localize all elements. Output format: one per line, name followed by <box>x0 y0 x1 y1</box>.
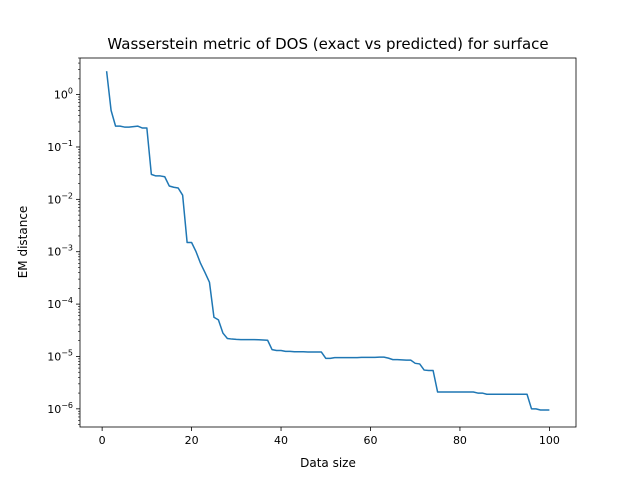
y-tick-exponent: −2 <box>61 191 73 200</box>
y-tick-base: 10 <box>47 246 61 259</box>
y-tick-label: 10−4 <box>47 296 73 311</box>
y-tick-label: 10−6 <box>47 401 73 416</box>
axes-frame <box>79 57 577 428</box>
plot-area <box>105 71 550 411</box>
y-tick-exponent: −5 <box>61 348 73 357</box>
y-tick-exponent: −6 <box>61 401 73 410</box>
x-axis-ticks: 0 20 40 60 80 100 <box>99 427 560 447</box>
y-tick-label: 100 <box>54 87 73 102</box>
x-tick-label: 100 <box>539 434 560 447</box>
y-tick-label: 10−2 <box>47 191 73 206</box>
y-tick-base: 10 <box>47 141 61 154</box>
y-tick-base: 10 <box>47 350 61 363</box>
y-tick-label: 10−3 <box>47 244 73 259</box>
y-tick-exponent: −3 <box>61 244 73 253</box>
y-tick-base: 10 <box>54 89 68 102</box>
x-axis-label: Data size <box>300 456 356 470</box>
y-tick-exponent: 0 <box>68 87 73 96</box>
y-axis-label: EM distance <box>16 206 30 279</box>
x-tick-label: 20 <box>185 434 199 447</box>
y-tick-label: 10−5 <box>47 348 73 363</box>
chart-title: Wasserstein metric of DOS (exact vs pred… <box>107 35 548 53</box>
y-tick-base: 10 <box>47 193 61 206</box>
y-tick-exponent: −4 <box>61 296 73 305</box>
y-tick-exponent: −1 <box>61 139 73 148</box>
y-tick-label: 10−1 <box>47 139 73 154</box>
x-tick-label: 60 <box>363 434 377 447</box>
series-line <box>105 71 550 411</box>
x-tick-label: 80 <box>453 434 467 447</box>
x-tick-label: 40 <box>274 434 288 447</box>
y-tick-base: 10 <box>47 298 61 311</box>
x-tick-label: 0 <box>99 434 106 447</box>
y-tick-base: 10 <box>47 403 61 416</box>
